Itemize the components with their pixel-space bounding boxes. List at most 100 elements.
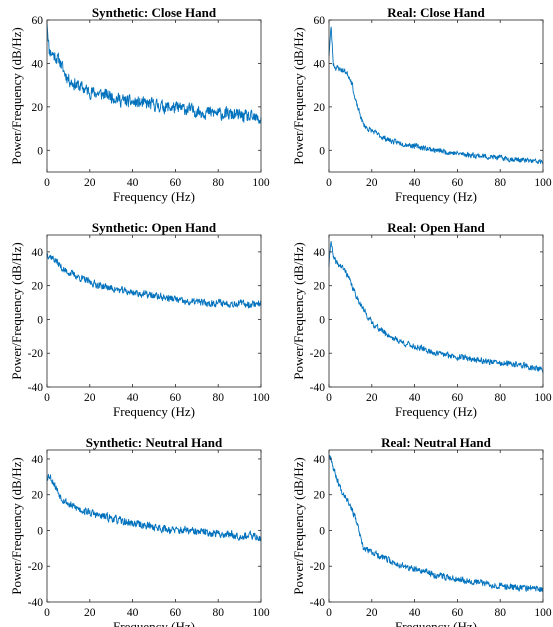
subplot-title: Real: Close Hand	[387, 5, 485, 20]
x-tick-label: 80	[494, 177, 506, 189]
x-tick-label: 40	[409, 177, 421, 189]
subplot-grid: Synthetic: Close Hand 0 20 40 60 80 100 0 20 40 60…	[9, 5, 552, 627]
x-tick-label: 40	[127, 392, 139, 404]
y-tick-label: 40	[32, 58, 44, 70]
x-axis-label: Frequency (Hz)	[395, 619, 477, 627]
y-axis-label: Power/Frequency (dB/Hz)	[291, 27, 306, 165]
x-axis-label: Frequency (Hz)	[113, 189, 195, 204]
axes-box	[46, 19, 262, 173]
y-tick-label: 60	[314, 15, 326, 27]
x-tick-label: 40	[409, 607, 421, 619]
x-tick-label: 0	[44, 177, 50, 189]
series-line	[328, 240, 544, 374]
y-tick-label: 40	[314, 247, 326, 259]
x-axis-label: Frequency (Hz)	[395, 404, 477, 419]
series-line	[46, 253, 262, 309]
y-tick-label: 0	[37, 314, 43, 326]
x-tick-label: 0	[326, 392, 332, 404]
x-tick-label: 0	[44, 607, 50, 619]
y-tick-label: -20	[28, 561, 44, 573]
subplot-title: Real: Neutral Hand	[381, 435, 492, 450]
x-tick-label: 40	[127, 177, 139, 189]
x-tick-label: 20	[366, 177, 378, 189]
x-tick-label: 60	[452, 392, 464, 404]
x-tick-label: 80	[212, 177, 224, 189]
y-tick-label: 0	[37, 145, 43, 157]
x-axis-label: Frequency (Hz)	[113, 619, 195, 627]
subplot-3: Synthetic: Open Hand 0 20 40 60 80 100 -40 -20 0 2…	[9, 220, 270, 419]
y-tick-label: -40	[28, 597, 44, 609]
y-axis-label: Power/Frequency (dB/Hz)	[9, 242, 24, 380]
x-tick-label: 80	[494, 607, 506, 619]
x-axis-label: Frequency (Hz)	[395, 189, 477, 204]
x-tick-label: 60	[170, 177, 182, 189]
x-tick-label: 20	[84, 392, 96, 404]
series-line	[46, 473, 262, 542]
y-tick-label: -20	[28, 348, 44, 360]
y-tick-label: 40	[314, 58, 326, 70]
y-tick-label: 40	[32, 454, 44, 466]
y-tick-label: 0	[37, 525, 43, 537]
y-tick-label: 20	[32, 102, 44, 114]
x-tick-label: 100	[534, 177, 552, 189]
y-axis-label: Power/Frequency (dB/Hz)	[291, 457, 306, 595]
y-tick-label: 20	[32, 490, 44, 502]
y-tick-label: 20	[314, 281, 326, 293]
y-tick-label: -20	[310, 348, 326, 360]
series-line	[46, 22, 262, 124]
subplot-6: Real: Neutral Hand 0 20 40 60 80 100 -40 -20 0 20 4…	[291, 435, 552, 627]
axes-box	[46, 449, 262, 603]
x-tick-label: 80	[494, 392, 506, 404]
x-tick-label: 100	[252, 177, 270, 189]
axes-box	[46, 234, 262, 388]
x-tick-label: 0	[326, 177, 332, 189]
subplot-title: Synthetic: Neutral Hand	[86, 435, 223, 450]
x-tick-label: 100	[252, 392, 270, 404]
y-tick-label: -20	[310, 561, 326, 573]
x-tick-label: 100	[252, 607, 270, 619]
subplot-1: Synthetic: Close Hand 0 20 40 60 80 100 0 20 40 60…	[9, 5, 270, 204]
x-tick-label: 100	[534, 392, 552, 404]
x-tick-label: 40	[127, 607, 139, 619]
y-tick-label: 40	[314, 454, 326, 466]
subplot-5: Synthetic: Neutral Hand 0 20 40 60 80 100 -40 -2…	[9, 435, 270, 627]
y-tick-label: 60	[32, 15, 44, 27]
x-tick-label: 60	[452, 177, 464, 189]
y-tick-label: 20	[32, 281, 44, 293]
y-tick-label: -40	[310, 597, 326, 609]
y-tick-label: 20	[314, 102, 326, 114]
y-tick-label: -40	[28, 382, 44, 394]
x-tick-label: 60	[452, 607, 464, 619]
x-tick-label: 80	[212, 392, 224, 404]
y-tick-label: 0	[319, 145, 325, 157]
y-axis-label: Power/Frequency (dB/Hz)	[9, 457, 24, 595]
x-tick-label: 0	[44, 392, 50, 404]
x-tick-label: 60	[170, 607, 182, 619]
subplot-title: Synthetic: Close Hand	[92, 5, 217, 20]
x-tick-label: 20	[366, 607, 378, 619]
subplot-title: Real: Open Hand	[387, 220, 485, 235]
subplot-title: Synthetic: Open Hand	[92, 220, 217, 235]
x-tick-label: 0	[326, 607, 332, 619]
x-tick-label: 20	[84, 177, 96, 189]
x-tick-label: 40	[409, 392, 421, 404]
series-line	[328, 26, 544, 164]
x-tick-label: 20	[84, 607, 96, 619]
axes-box	[328, 19, 544, 173]
y-axis-label: Power/Frequency (dB/Hz)	[9, 27, 24, 165]
x-tick-label: 60	[170, 392, 182, 404]
axes-box	[328, 449, 544, 603]
y-tick-label: 40	[32, 247, 44, 259]
x-tick-label: 80	[212, 607, 224, 619]
axes-box	[328, 234, 544, 388]
x-tick-label: 20	[366, 392, 378, 404]
y-tick-label: 20	[314, 490, 326, 502]
y-tick-label: 0	[319, 525, 325, 537]
y-tick-label: 0	[319, 314, 325, 326]
series-line	[328, 454, 544, 593]
x-axis-label: Frequency (Hz)	[113, 404, 195, 419]
